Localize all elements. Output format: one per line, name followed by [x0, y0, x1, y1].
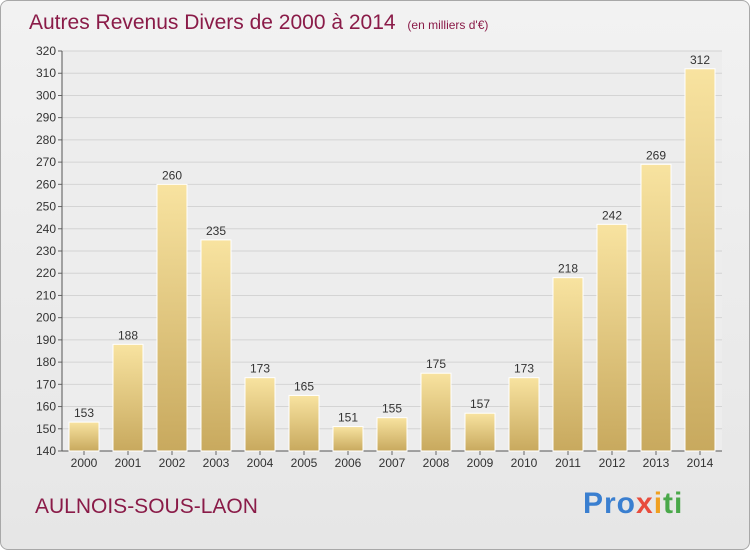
- data-label-2009: 157: [470, 397, 490, 411]
- bar-2004: [244, 377, 276, 452]
- commune-name: AULNOIS-SOUS-LAON: [35, 495, 258, 518]
- x-tick-label: 2001: [115, 456, 142, 470]
- x-tick-label: 2008: [423, 456, 450, 470]
- data-label-2007: 155: [382, 402, 402, 416]
- x-tick-label: 2004: [247, 456, 274, 470]
- y-tick-label: 170: [36, 377, 56, 391]
- x-tick-label: 2007: [379, 456, 406, 470]
- data-label-2006: 151: [338, 411, 358, 425]
- y-tick-label: 230: [36, 244, 56, 258]
- x-tick-label: 2014: [687, 456, 714, 470]
- y-tick-label: 150: [36, 422, 56, 436]
- chart-title: Autres Revenus Divers de 2000 à 2014 (en…: [29, 11, 488, 35]
- data-label-2005: 165: [294, 379, 314, 393]
- logo-part-4: ti: [663, 487, 684, 520]
- y-tick-label: 140: [36, 444, 56, 458]
- data-label-2002: 260: [162, 168, 182, 182]
- y-tick-label: 210: [36, 288, 56, 302]
- data-label-2014: 312: [690, 53, 710, 67]
- data-label-2012: 242: [602, 208, 622, 222]
- chart-title-text: Autres Revenus Divers de 2000 à 2014: [29, 11, 396, 34]
- y-tick-label: 290: [36, 111, 56, 125]
- bar-2013: [640, 163, 672, 452]
- bar-2014: [684, 68, 716, 452]
- bar-2005: [288, 394, 320, 452]
- bar-2003: [200, 239, 232, 452]
- bar-2008: [420, 372, 452, 452]
- y-tick-label: 250: [36, 200, 56, 214]
- chart-subtitle: (en milliers d'€): [407, 18, 489, 32]
- y-tick-label: 260: [36, 177, 56, 191]
- x-tick-label: 2013: [643, 456, 670, 470]
- logo-part-2: x: [636, 487, 654, 520]
- data-label-2011: 218: [558, 262, 578, 276]
- bar-2010: [508, 377, 540, 452]
- bar-2000: [68, 421, 100, 452]
- y-tick-label: 320: [36, 44, 56, 58]
- y-tick-label: 310: [36, 66, 56, 80]
- proxiti-logo: Proxiti: [583, 487, 683, 521]
- y-tick-label: 180: [36, 355, 56, 369]
- data-label-2008: 175: [426, 357, 446, 371]
- x-tick-label: 2005: [291, 456, 318, 470]
- bar-2011: [552, 277, 584, 452]
- data-label-2013: 269: [646, 148, 666, 162]
- data-label-2001: 188: [118, 328, 138, 342]
- bar-2001: [112, 343, 144, 452]
- bar-2002: [156, 183, 188, 452]
- x-tick-label: 2009: [467, 456, 494, 470]
- y-tick-label: 240: [36, 222, 56, 236]
- x-tick-label: 2012: [599, 456, 626, 470]
- logo-part-1: Pro: [583, 487, 637, 520]
- y-tick-label: 280: [36, 133, 56, 147]
- x-tick-label: 2002: [159, 456, 186, 470]
- y-tick-label: 220: [36, 266, 56, 280]
- y-tick-label: 200: [36, 311, 56, 325]
- x-tick-label: 2003: [203, 456, 230, 470]
- x-tick-label: 2006: [335, 456, 362, 470]
- data-label-2010: 173: [514, 362, 534, 376]
- data-label-2003: 235: [206, 224, 226, 238]
- x-tick-label: 2011: [555, 456, 581, 470]
- logo-part-3: i: [653, 487, 664, 520]
- y-tick-label: 300: [36, 88, 56, 102]
- data-label-2004: 173: [250, 362, 270, 376]
- y-tick-label: 190: [36, 333, 56, 347]
- y-tick-label: 160: [36, 400, 56, 414]
- bar-2009: [464, 412, 496, 452]
- x-tick-label: 2000: [71, 456, 98, 470]
- data-label-2000: 153: [74, 406, 94, 420]
- bar-2012: [596, 223, 628, 452]
- bar-2006: [332, 426, 364, 452]
- x-tick-label: 2010: [511, 456, 538, 470]
- y-tick-label: 270: [36, 155, 56, 169]
- bar-2007: [376, 417, 408, 452]
